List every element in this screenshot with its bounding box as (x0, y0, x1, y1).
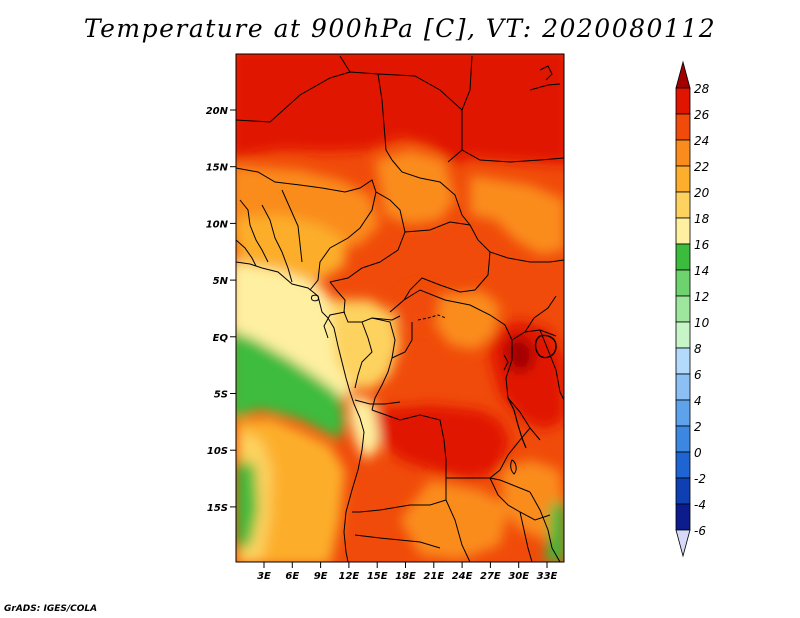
lon-label: 21E (423, 571, 444, 582)
lon-label: 30E (508, 571, 529, 582)
colorbar-segment (675, 269, 691, 297)
latitude-ticks (230, 109, 236, 508)
map-frame (235, 53, 565, 563)
lat-label: 5N (213, 276, 229, 287)
lat-label: 20N (206, 106, 229, 117)
colorbar-label: 28 (694, 82, 710, 96)
colorbar-label: -4 (694, 498, 706, 512)
colorbar-segment (675, 399, 691, 427)
colorbar-segment (675, 425, 691, 453)
lon-label: 24E (452, 571, 473, 582)
lon-label: 18E (395, 571, 416, 582)
temperature-field (236, 54, 564, 562)
lat-label: 15N (206, 163, 229, 174)
colorbar-segment (675, 87, 691, 115)
colorbar-segment (675, 243, 691, 271)
longitude-labels: 3E 6E 9E 12E 15E 18E 21E 24E 27E 30E 33E (257, 571, 557, 582)
colorbar-segment (675, 477, 691, 505)
colorbar-segment (675, 139, 691, 167)
colorbar-label: 4 (694, 394, 702, 408)
lon-label: 9E (314, 571, 328, 582)
colorbar-label: 14 (694, 264, 709, 278)
map-title: Temperature at 900hPa [C], VT: 202008011… (83, 14, 717, 43)
longitude-ticks (263, 562, 548, 568)
lat-label: 15S (207, 503, 228, 514)
country-borders (236, 55, 564, 562)
lon-label: 12E (339, 571, 360, 582)
colorbar-label: 10 (694, 316, 710, 330)
colorbar-label: 8 (694, 342, 702, 356)
colorbar-label: 20 (694, 186, 710, 200)
latitude-labels: 20N 15N 10N 5N EQ 5S 10S 15S (206, 106, 229, 514)
lon-label: 3E (257, 571, 271, 582)
colorbar-segment (675, 217, 691, 245)
lon-label: 33E (537, 571, 558, 582)
colorbar-label: 26 (694, 108, 710, 122)
colorbar (675, 60, 691, 558)
lat-label: 10N (206, 219, 229, 230)
colorbar-label: 16 (694, 238, 710, 252)
colorbar-segment (675, 113, 691, 141)
colorbar-label: 24 (694, 134, 709, 148)
grads-credit: GrADS: IGES/COLA (4, 604, 98, 614)
colorbar-label: 12 (694, 290, 709, 304)
colorbar-segment (675, 529, 691, 558)
colorbar-label: 0 (694, 446, 702, 460)
colorbar-segment (675, 60, 691, 89)
colorbar-label: 18 (694, 212, 710, 226)
colorbar-label: 22 (694, 160, 709, 174)
colorbar-segment (675, 191, 691, 219)
colorbar-segment (675, 295, 691, 323)
colorbar-label: -2 (694, 472, 706, 486)
lon-label: 27E (480, 571, 501, 582)
lat-label: EQ (213, 333, 229, 344)
colorbar-label: 2 (694, 420, 702, 434)
lat-label: 10S (207, 446, 228, 457)
lon-label: 6E (285, 571, 299, 582)
colorbar-label: -6 (694, 524, 706, 538)
colorbar-segment (675, 321, 691, 349)
colorbar-label: 6 (694, 368, 702, 382)
lon-label: 15E (367, 571, 388, 582)
colorbar-segment (675, 451, 691, 479)
colorbar-segment (675, 373, 691, 401)
colorbar-segment (675, 503, 691, 531)
colorbar-segment (675, 165, 691, 193)
lat-label: 5S (214, 390, 228, 401)
colorbar-segment (675, 347, 691, 375)
